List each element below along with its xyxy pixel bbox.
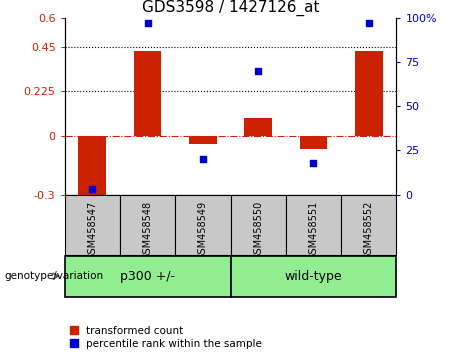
Title: GDS3598 / 1427126_at: GDS3598 / 1427126_at (142, 0, 319, 16)
Bar (189, 136, 217, 144)
Bar (230, 195, 286, 255)
Bar (134, 51, 161, 136)
Text: GSM458547: GSM458547 (87, 201, 97, 260)
Text: GSM458550: GSM458550 (253, 201, 263, 260)
Point (89, 187, 96, 192)
Bar (341, 195, 396, 255)
Bar (120, 195, 175, 255)
Text: p300 +/-: p300 +/- (120, 270, 175, 282)
Point (199, 156, 207, 162)
Text: GSM458548: GSM458548 (142, 201, 153, 260)
Bar (65, 195, 120, 255)
Point (310, 160, 317, 166)
Bar (355, 51, 383, 136)
Bar (244, 118, 272, 136)
Bar (65, 256, 230, 297)
Text: GSM458549: GSM458549 (198, 201, 208, 260)
Bar (175, 195, 230, 255)
Text: genotype/variation: genotype/variation (5, 271, 104, 281)
Text: wild-type: wild-type (284, 270, 342, 282)
Bar (78, 136, 106, 199)
Text: GSM458552: GSM458552 (364, 201, 374, 260)
Bar (300, 136, 327, 149)
Point (144, 20, 151, 26)
Legend: transformed count, percentile rank within the sample: transformed count, percentile rank withi… (70, 326, 262, 349)
Point (254, 68, 262, 74)
Text: GSM458551: GSM458551 (308, 201, 319, 260)
Bar (230, 256, 396, 297)
Bar (286, 195, 341, 255)
Point (365, 20, 372, 26)
